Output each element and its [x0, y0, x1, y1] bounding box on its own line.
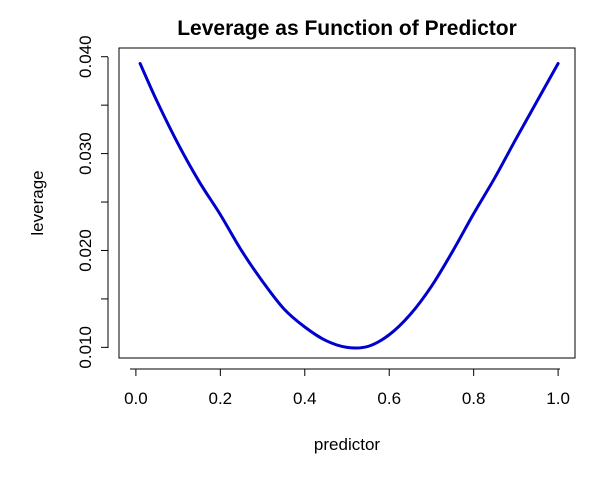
y-tick-label: 0.030 [76, 132, 95, 175]
y-tick-label: 0.010 [76, 326, 95, 369]
y-tick-label: 0.020 [76, 229, 95, 272]
x-tick-label: 0.8 [462, 389, 486, 408]
chart-title: Leverage as Function of Predictor [177, 17, 517, 40]
plot-box [118, 47, 576, 359]
x-tick-label: 0.2 [209, 389, 233, 408]
x-tick-label: 0.6 [377, 389, 401, 408]
x-tick-label: 0.0 [124, 389, 148, 408]
x-tick-label: 1.0 [546, 389, 570, 408]
x-tick-label: 0.4 [293, 389, 317, 408]
y-axis-ticks: 0.010 0.020 0.030 0.040 [76, 35, 108, 369]
x-axis-label: predictor [314, 435, 380, 454]
series-layer [138, 62, 560, 350]
y-axis-label: leverage [28, 170, 47, 235]
y-tick-label: 0.040 [76, 35, 95, 78]
x-axis-ticks: 0.0 0.2 0.4 0.6 0.8 1.0 [124, 369, 570, 408]
leverage-curve [138, 62, 560, 350]
